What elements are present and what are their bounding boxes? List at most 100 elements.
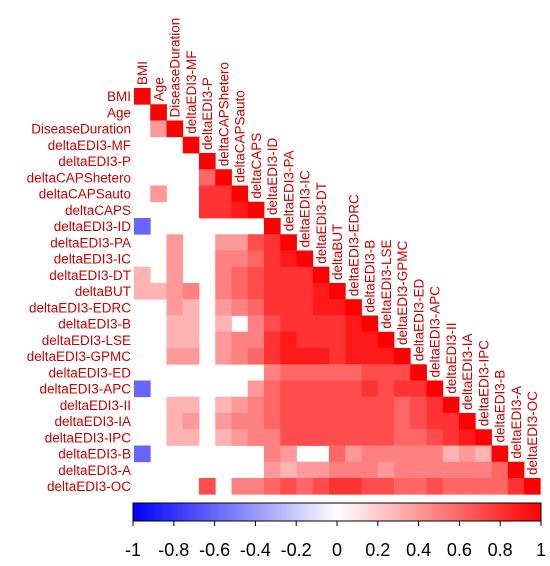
heatmap-cell (524, 478, 541, 495)
heatmap-cell (264, 250, 281, 268)
row-label: BMI (107, 89, 131, 104)
heatmap-cell (280, 429, 297, 446)
row-label: deltaEDI3-EDRC (29, 300, 131, 315)
heatmap-cell (296, 396, 314, 414)
heatmap-cell (426, 380, 444, 398)
heatmap-cell (166, 348, 184, 365)
heatmap-cell (329, 299, 346, 316)
heatmap-cell (231, 396, 249, 414)
heatmap-cell (280, 413, 297, 430)
heatmap-cell (134, 88, 151, 105)
colorbar-tick-label: -0.2 (281, 540, 312, 560)
colorbar-tick-label: -0.8 (158, 540, 189, 560)
colorbar-tick-label: 0.8 (488, 540, 513, 560)
column-label: deltaEDI3-ED (411, 278, 426, 361)
heatmap-cell (329, 445, 346, 463)
heatmap-cell (410, 413, 427, 430)
heatmap-cell (182, 413, 200, 430)
heatmap-cell (475, 445, 492, 463)
heatmap-cell (215, 185, 232, 203)
heatmap-cell (280, 461, 297, 479)
heatmap-cell (231, 348, 249, 365)
heatmap-cell (410, 364, 427, 381)
heatmap-cell (442, 413, 460, 430)
heatmap-cell (329, 396, 346, 414)
column-label: deltaEDI3-APC (428, 286, 443, 378)
heatmap-cell (394, 478, 411, 495)
heatmap-cell (215, 266, 232, 284)
heatmap-cell (264, 478, 281, 495)
heatmap-cell (394, 364, 411, 381)
heatmap-cell (329, 283, 346, 300)
heatmap-cell (377, 380, 395, 398)
heatmap-cell (182, 331, 200, 349)
heatmap-cell (394, 396, 411, 414)
column-label: deltaCAPShetero (216, 62, 231, 166)
heatmap-cell (442, 429, 460, 446)
heatmap-cell (231, 234, 249, 251)
row-label: deltaEDI3-GPMC (27, 349, 132, 364)
heatmap-cell (329, 380, 346, 398)
heatmap-cell (166, 234, 184, 251)
heatmap-cell (345, 445, 362, 463)
heatmap-cell (231, 250, 249, 268)
row-label: deltaEDI3-B (58, 447, 131, 462)
heatmap-cell (361, 331, 379, 349)
row-label: deltaEDI3-LSE (42, 333, 131, 348)
row-label: deltaEDI3-B (58, 317, 131, 332)
heatmap-cell (377, 331, 395, 349)
row-label: deltaEDI3-IC (54, 252, 132, 267)
heatmap-cell (166, 396, 184, 414)
heatmap-cell (410, 429, 427, 446)
colorbar-tick-label: -1 (125, 540, 141, 560)
heatmap-cell (410, 396, 427, 414)
heatmap-cell (199, 169, 216, 186)
heatmap-cell (329, 413, 346, 430)
heatmap-cell (345, 396, 362, 414)
heatmap-cell (280, 348, 297, 365)
heatmap-cell (247, 396, 265, 414)
heatmap-cell (361, 396, 379, 414)
heatmap-cell (182, 299, 200, 316)
heatmap-cell (394, 413, 411, 430)
heatmap-cell (166, 299, 184, 316)
heatmap-cell (199, 153, 216, 170)
heatmap-cell (312, 478, 330, 495)
heatmap-cell (296, 478, 314, 495)
heatmap-cell (280, 364, 297, 381)
row-label: deltaEDI3-MF (48, 138, 131, 153)
colorbar-tick-label: 0 (332, 540, 342, 560)
heatmap-cell (475, 461, 492, 479)
heatmap-cell (247, 283, 265, 300)
heatmap-cell (459, 478, 476, 495)
heatmap-cell (231, 478, 249, 495)
heatmap-cell (312, 364, 330, 381)
heatmap-cell (134, 380, 151, 398)
row-label: deltaEDI3-A (58, 463, 131, 478)
heatmap-cell (426, 429, 444, 446)
heatmap-cell (475, 478, 492, 495)
heatmap-cell (475, 429, 492, 446)
heatmap-cell (166, 315, 184, 333)
heatmap-cell (312, 315, 330, 333)
row-label: deltaEDI3-ED (48, 365, 131, 380)
heatmap-cell (312, 413, 330, 430)
heatmap-cell (280, 266, 297, 284)
heatmap-cell (296, 283, 314, 300)
heatmap-cell (377, 364, 395, 381)
heatmap-cell (215, 201, 232, 219)
heatmap-cell (264, 234, 281, 251)
heatmap-cell (215, 315, 232, 333)
heatmap-cell (491, 461, 509, 479)
heatmap-cell (247, 250, 265, 268)
heatmap-cell (442, 461, 460, 479)
heatmap-cell (264, 364, 281, 381)
heatmap-cell (264, 283, 281, 300)
heatmap-cell (231, 429, 249, 446)
column-label: BMI (135, 61, 150, 85)
heatmap-cell (296, 364, 314, 381)
heatmap-cell (296, 380, 314, 398)
heatmap-cell (215, 348, 232, 365)
